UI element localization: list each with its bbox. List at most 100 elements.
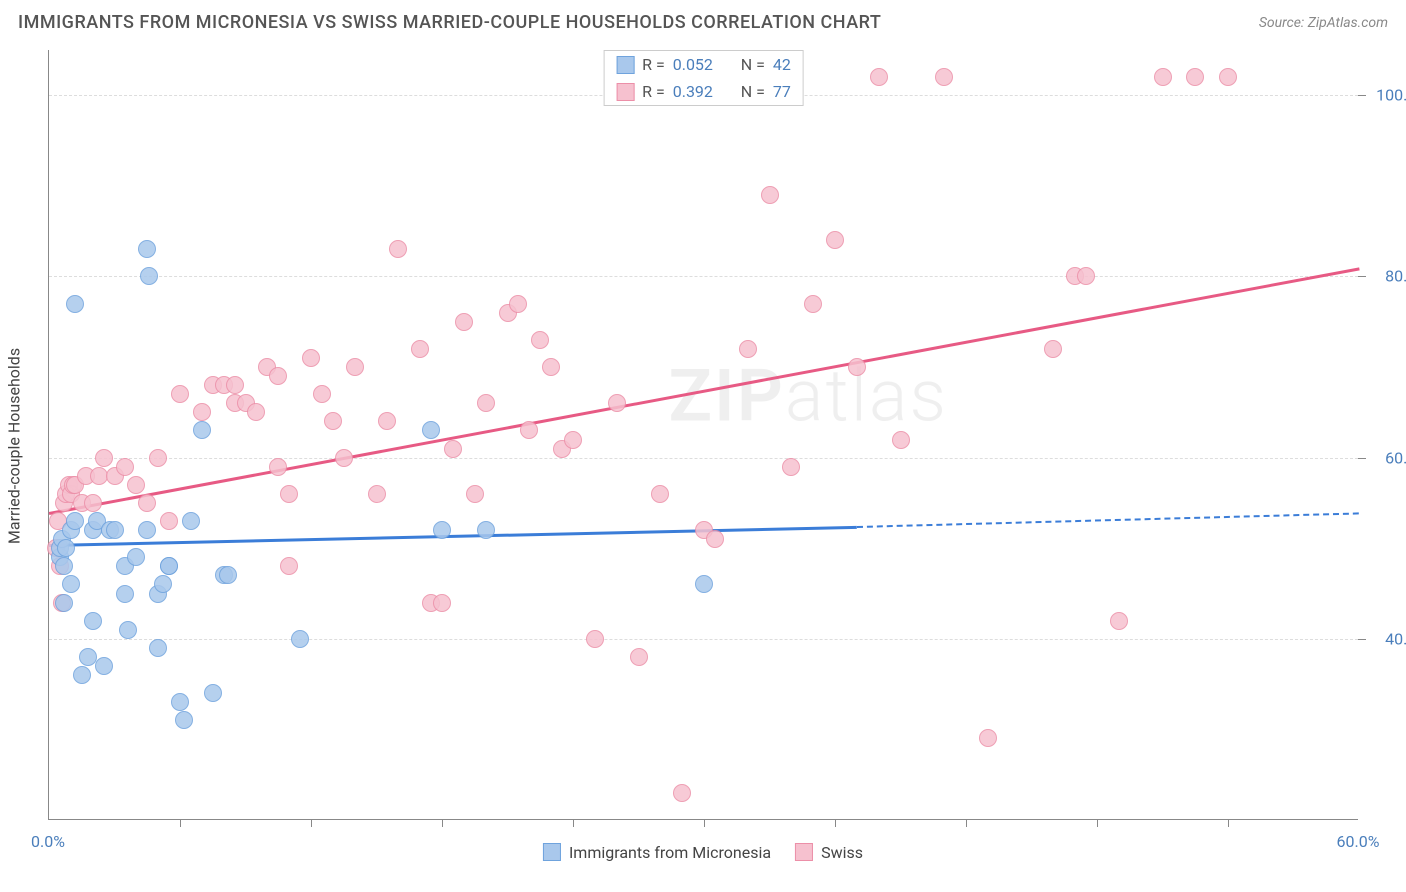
- data-point: [291, 630, 309, 648]
- data-point: [269, 367, 287, 385]
- legend-bottom: Immigrants from Micronesia Swiss: [543, 832, 863, 872]
- data-point: [95, 657, 113, 675]
- gridline: [49, 639, 1358, 640]
- data-point: [149, 639, 167, 657]
- data-point: [193, 403, 211, 421]
- data-point: [171, 385, 189, 403]
- legend-stat-row: R = 0.392N = 77: [604, 78, 803, 105]
- x-tick-label: 0.0%: [31, 832, 65, 851]
- data-point: [84, 494, 102, 512]
- data-point: [509, 295, 527, 313]
- data-point: [247, 403, 265, 421]
- legend-item: Swiss: [795, 843, 863, 862]
- data-point: [804, 295, 822, 313]
- data-point: [193, 421, 211, 439]
- watermark: ZIPatlas: [668, 354, 948, 439]
- data-point: [280, 485, 298, 503]
- n-label: N =: [741, 82, 765, 101]
- data-point: [564, 431, 582, 449]
- data-point: [62, 575, 80, 593]
- data-point: [411, 340, 429, 358]
- data-point: [154, 575, 172, 593]
- data-point: [171, 693, 189, 711]
- x-tick: [1097, 819, 1098, 827]
- data-point: [302, 349, 320, 367]
- data-point: [160, 557, 178, 575]
- legend-label: Swiss: [821, 843, 863, 862]
- data-point: [95, 449, 113, 467]
- data-point: [739, 340, 757, 358]
- data-point: [848, 358, 866, 376]
- data-point: [433, 521, 451, 539]
- data-point: [1219, 68, 1237, 86]
- y-tick: [1358, 639, 1366, 640]
- data-point: [586, 630, 604, 648]
- data-point: [1110, 612, 1128, 630]
- data-point: [182, 512, 200, 530]
- legend-label: Immigrants from Micronesia: [569, 843, 771, 862]
- data-point: [1077, 267, 1095, 285]
- legend-item: Immigrants from Micronesia: [543, 843, 771, 862]
- x-tick: [573, 819, 574, 827]
- data-point: [935, 68, 953, 86]
- n-value: 42: [773, 55, 791, 74]
- data-point: [892, 431, 910, 449]
- data-point: [368, 485, 386, 503]
- x-tick-label: 60.0%: [1337, 832, 1380, 851]
- x-tick: [1228, 819, 1229, 827]
- data-point: [160, 512, 178, 530]
- data-point: [127, 548, 145, 566]
- data-point: [138, 240, 156, 258]
- data-point: [226, 376, 244, 394]
- data-point: [477, 394, 495, 412]
- n-label: N =: [741, 55, 765, 74]
- n-value: 77: [773, 82, 791, 101]
- data-point: [870, 68, 888, 86]
- x-tick: [180, 819, 181, 827]
- data-point: [651, 485, 669, 503]
- data-point: [55, 594, 73, 612]
- legend-swatch: [795, 843, 813, 861]
- data-point: [84, 612, 102, 630]
- legend-swatch: [616, 83, 634, 101]
- y-tick: [1358, 276, 1366, 277]
- r-label: R =: [642, 55, 665, 74]
- x-tick: [311, 819, 312, 827]
- gridline: [49, 458, 1358, 459]
- legend-stat-row: R = 0.052N = 42: [604, 51, 803, 78]
- data-point: [673, 784, 691, 802]
- data-point: [444, 440, 462, 458]
- data-point: [116, 458, 134, 476]
- y-tick: [1358, 458, 1366, 459]
- data-point: [466, 485, 484, 503]
- data-point: [140, 267, 158, 285]
- data-point: [106, 521, 124, 539]
- data-point: [630, 648, 648, 666]
- data-point: [119, 621, 137, 639]
- data-point: [175, 711, 193, 729]
- data-point: [269, 458, 287, 476]
- r-label: R =: [642, 82, 665, 101]
- x-tick: [835, 819, 836, 827]
- data-point: [695, 575, 713, 593]
- data-point: [1154, 68, 1172, 86]
- data-point: [73, 666, 91, 684]
- legend-swatch: [543, 843, 561, 861]
- data-point: [433, 594, 451, 612]
- data-point: [66, 295, 84, 313]
- data-point: [826, 231, 844, 249]
- data-point: [455, 313, 473, 331]
- data-point: [138, 521, 156, 539]
- data-point: [127, 476, 145, 494]
- data-point: [55, 557, 73, 575]
- data-point: [378, 412, 396, 430]
- x-tick: [966, 819, 967, 827]
- data-point: [335, 449, 353, 467]
- y-tick-label: 80.0%: [1385, 267, 1406, 286]
- plot-area: ZIPatlas R = 0.052N = 42R = 0.392N = 77 …: [48, 50, 1358, 820]
- y-tick-label: 60.0%: [1385, 448, 1406, 467]
- data-point: [280, 557, 298, 575]
- y-tick-label: 100.0%: [1376, 86, 1406, 105]
- legend-stats: R = 0.052N = 42R = 0.392N = 77: [603, 50, 804, 106]
- chart-title: IMMIGRANTS FROM MICRONESIA VS SWISS MARR…: [18, 12, 881, 33]
